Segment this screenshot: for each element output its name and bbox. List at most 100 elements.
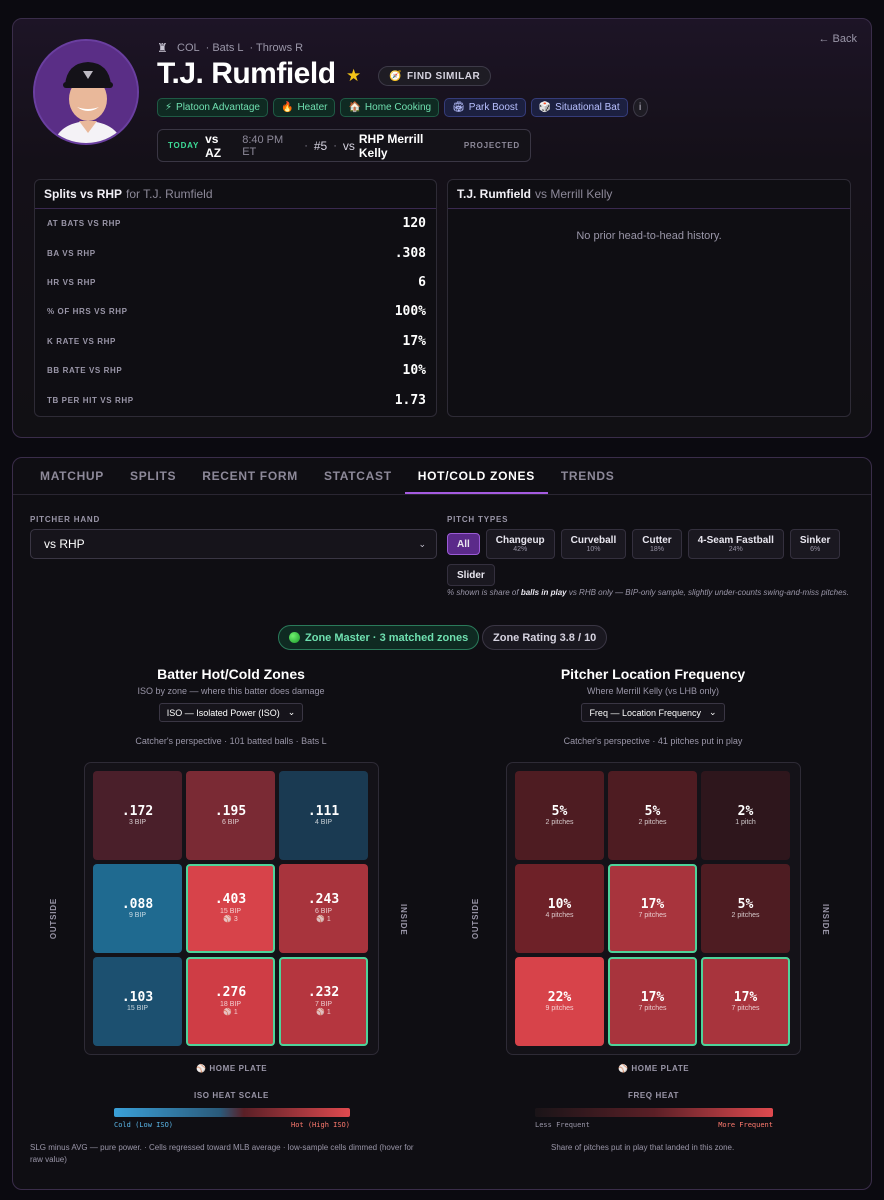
badge-situational-bat[interactable]: 🎲 Situational Bat (530, 98, 628, 117)
zone-cell[interactable]: 17% 7 pitches (701, 957, 790, 1046)
batter-perspective: Catcher's perspective · 101 batted balls… (135, 736, 327, 746)
zone-cell[interactable]: .103 15 BIP (93, 957, 182, 1046)
zone-value: .088 (121, 896, 154, 912)
pitch-type-name: Slider (457, 569, 485, 581)
pitch-type-changeup[interactable]: Changeup 42% (485, 529, 555, 559)
pitcher-perspective: Catcher's perspective · 41 pitches put i… (563, 736, 743, 746)
find-similar-label: FIND SIMILAR (406, 70, 481, 82)
h2h-batter: T.J. Rumfield (457, 187, 532, 201)
today-matchup: TODAY vs AZ 8:40 PM ET · #5 · vs RHP Mer… (157, 129, 531, 162)
zone-sample: 15 BIP (219, 907, 241, 915)
zone-sample: 7 pitches (731, 1005, 760, 1013)
zone-cell[interactable]: .243 6 BIP ⚾ 1 (279, 864, 368, 953)
badge-home-cooking[interactable]: 🏠 Home Cooking (340, 98, 440, 117)
zone-cell[interactable]: 5% 2 pitches (701, 864, 790, 953)
pitch-type-name: 4-Seam Fastball (697, 534, 774, 546)
back-link[interactable]: ← Back (818, 33, 857, 45)
zone-sample: 9 BIP (128, 912, 147, 920)
tab-splits[interactable]: SPLITS (130, 469, 177, 483)
chevron-down-icon: ⌄ (709, 707, 717, 717)
chevron-down-icon: ⌄ (418, 538, 426, 549)
iso-heat-scale-bar (114, 1108, 350, 1117)
pitch-type-pct: 6% (810, 545, 821, 553)
badge-park-boost[interactable]: 🏟 Park Boost (444, 98, 526, 117)
split-value: .308 (394, 245, 426, 261)
info-icon[interactable]: i (632, 98, 648, 117)
splits-panel: Splits vs RHP for T.J. Rumfield AT BATS … (34, 179, 437, 417)
player-avatar (33, 39, 139, 145)
zone-cell[interactable]: 2% 1 pitch (701, 771, 790, 860)
tab-bar: MATCHUP SPLITS RECENT FORM STATCAST HOT/COLD… (13, 458, 871, 495)
freq-footnote: Share of pitches put in play that landed… (551, 1143, 735, 1152)
zone-home-runs: ⚾ 1 (316, 916, 331, 924)
tab-statcast[interactable]: STATCAST (323, 469, 392, 483)
badge-heater[interactable]: 🔥 Heater (273, 98, 336, 117)
freq-scale-ends: Less Frequent More Frequent (535, 1121, 773, 1129)
zone-cell[interactable]: 5% 2 pitches (515, 771, 604, 860)
zone-cell[interactable]: .195 6 BIP (186, 771, 275, 860)
zone-value: 5% (737, 896, 754, 912)
pitch-type-curveball[interactable]: Curveball 10% (560, 529, 627, 559)
zone-sample: 7 BIP (314, 1000, 333, 1008)
pitch-type-slider[interactable]: Slider (447, 564, 495, 586)
tab-matchup[interactable]: MATCHUP (40, 469, 105, 483)
tab-recent-form[interactable]: RECENT FORM (202, 469, 298, 483)
zone-value: 17% (733, 989, 758, 1005)
zone-cell[interactable]: 22% 9 pitches (515, 957, 604, 1046)
note-post: vs RHB only — BIP-only sample, slightly … (566, 588, 849, 597)
zone-cell[interactable]: .276 18 BIP ⚾ 1 (186, 957, 275, 1046)
note-bold: balls in play (520, 588, 567, 597)
tab-hot-cold-zones[interactable]: HOT/COLD ZONES (404, 458, 548, 494)
zone-sample: 18 BIP (219, 1000, 241, 1008)
zone-cell[interactable]: .172 3 BIP (93, 771, 182, 860)
lightning-icon: ⚡ (165, 102, 173, 113)
pitch-type-name: Sinker (799, 534, 831, 546)
fire-icon: 🔥 (281, 102, 294, 113)
split-row: TB PER HIT VS RHP 1.73 (35, 385, 436, 414)
badge-platoon-advantage[interactable]: ⚡ Platoon Advantage (157, 98, 268, 117)
zone-cell[interactable]: 17% 7 pitches (608, 957, 697, 1046)
pitcher-hand-select[interactable]: vs RHP ⌄ (30, 529, 437, 559)
find-similar-button[interactable]: 🧭 FIND SIMILAR (378, 66, 492, 86)
badge-list: ⚡ Platoon Advantage 🔥 Heater 🏠 Home Cook… (157, 98, 648, 117)
zone-cell[interactable]: .232 7 BIP ⚾ 1 (279, 957, 368, 1046)
batter-outside-label: OUTSIDE (49, 898, 58, 940)
zone-cell[interactable]: .403 15 BIP ⚾ 3 (186, 864, 275, 953)
baseball-icon: ⚾ (618, 1064, 629, 1073)
zone-cell[interactable]: 17% 7 pitches (608, 864, 697, 953)
split-label: % OF HRS VS RHP (47, 307, 128, 317)
batter-metric-select[interactable]: ISO — Isolated Power (ISO) ⌄ (158, 703, 304, 722)
zone-sample: 6 BIP (221, 819, 240, 827)
h2h-panel-header: T.J. Rumfield vs Merrill Kelly (448, 180, 850, 209)
split-value: 6 (418, 274, 426, 290)
split-value: 17% (402, 333, 426, 349)
split-value: 1.73 (394, 392, 426, 408)
zone-value: 5% (551, 803, 568, 819)
tab-trends[interactable]: TRENDS (560, 469, 615, 483)
batter-inside-label: INSIDE (399, 904, 408, 936)
pitch-type-all[interactable]: All (447, 533, 480, 555)
split-value: 10% (402, 363, 426, 379)
pitcher-metric-select[interactable]: Freq — Location Frequency ⌄ (581, 703, 725, 722)
compass-icon: 🧭 (389, 70, 402, 82)
pitch-type-4-seam-fastball[interactable]: 4-Seam Fastball 24% (687, 529, 784, 559)
zone-master-badge[interactable]: Zone Master · 3 matched zones (278, 625, 480, 650)
zone-cell[interactable]: 10% 4 pitches (515, 864, 604, 953)
badge-label: Platoon Advantage (176, 102, 260, 113)
badge-label: Home Cooking (364, 102, 432, 113)
zone-cell[interactable]: 5% 2 pitches (608, 771, 697, 860)
zone-cell[interactable]: .088 9 BIP (93, 864, 182, 953)
split-row: AT BATS VS RHP 120 (35, 209, 436, 238)
zone-home-runs: ⚾ 1 (316, 1009, 331, 1017)
pitch-type-cutter[interactable]: Cutter 18% (632, 529, 682, 559)
batter-metric-value: ISO — Isolated Power (ISO) (166, 707, 280, 718)
favorite-star-icon[interactable]: ★ (346, 66, 362, 85)
zone-cell[interactable]: .111 4 BIP (279, 771, 368, 860)
batter-zones-subtitle: ISO by zone — where this batter does dam… (137, 686, 325, 696)
zone-value: .195 (214, 803, 247, 819)
badge-label: Park Boost (468, 102, 518, 113)
splits-title-suffix: for T.J. Rumfield (126, 187, 213, 201)
pitch-types-label: PITCH TYPES (447, 515, 509, 524)
pitcher-zone-grid: 5% 2 pitches 5% 2 pitches 2% 1 pitch 10% 4 pitc… (506, 762, 801, 1055)
pitch-type-sinker[interactable]: Sinker 6% (789, 529, 841, 559)
